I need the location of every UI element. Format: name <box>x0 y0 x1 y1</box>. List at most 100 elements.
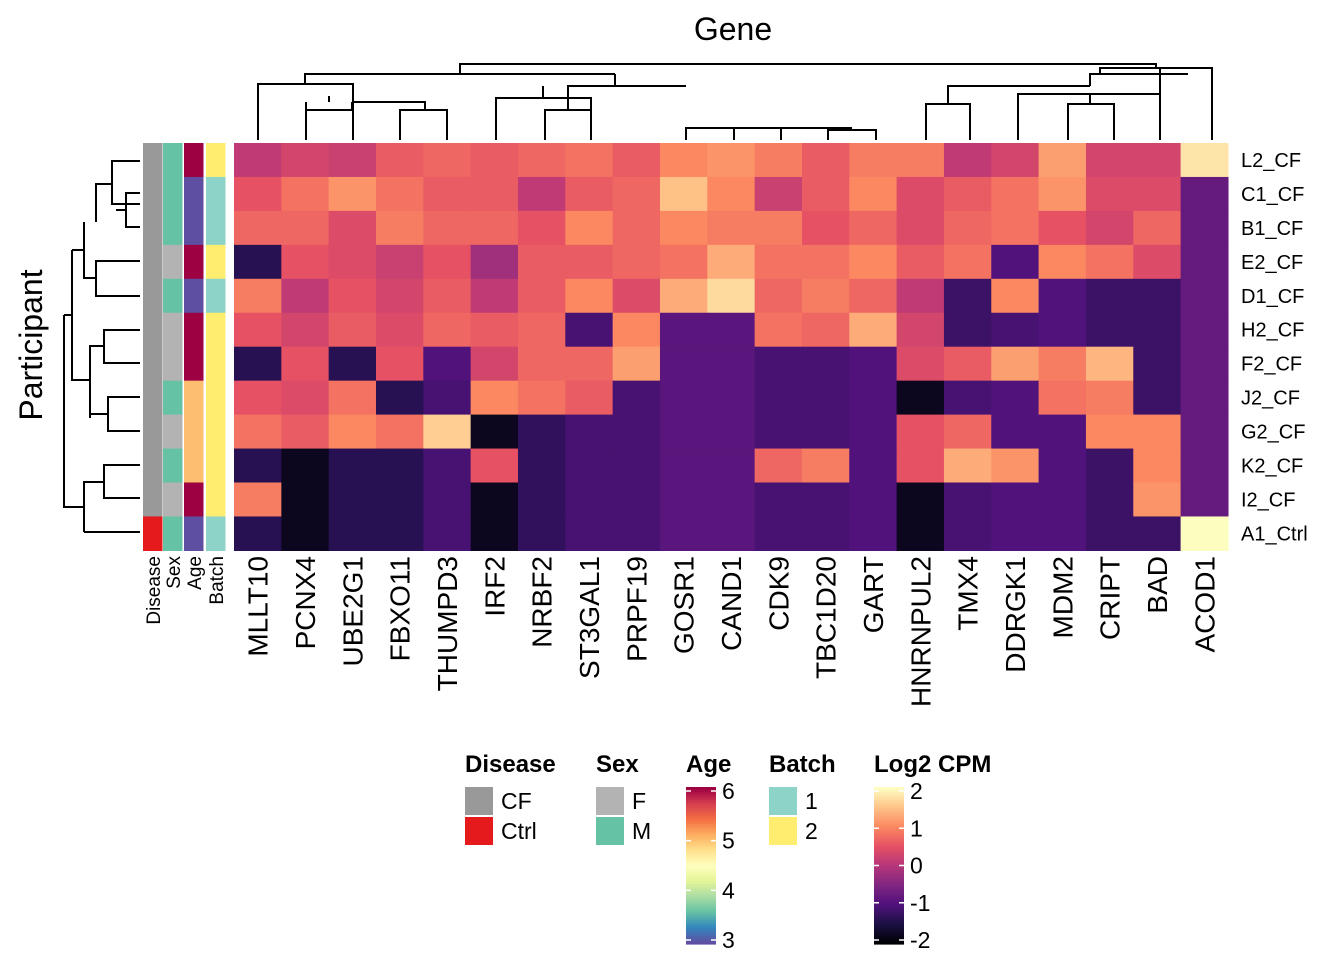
heatmap-cell <box>659 176 708 212</box>
annotation-cell-age <box>184 210 204 246</box>
heatmap-cell <box>612 448 661 484</box>
heatmap-cell <box>565 278 614 314</box>
annotation-cell-disease <box>143 244 163 280</box>
heatmap-cell <box>659 448 708 484</box>
heatmap-cell <box>754 312 803 348</box>
heatmap-cell <box>707 312 756 348</box>
colorbar-segment <box>686 855 716 859</box>
colorbar-segment <box>874 894 904 898</box>
heatmap-cell <box>375 210 424 246</box>
heatmap-cell <box>707 346 756 382</box>
heatmap-cell <box>1085 482 1134 518</box>
heatmap-cell <box>281 244 330 280</box>
heatmap-cell <box>896 414 945 450</box>
colorbar-tick-label: 5 <box>722 828 735 854</box>
colorbar-segment <box>874 828 904 833</box>
colorbar-segment <box>686 805 716 809</box>
annotation-cell-disease <box>143 482 163 518</box>
gene-label: CDK9 <box>763 556 794 631</box>
colorbar-tick-label: -2 <box>910 927 930 953</box>
heatmap-cell <box>707 210 756 246</box>
annotation-cell-batch <box>206 312 226 348</box>
heatmap-cell <box>943 482 992 518</box>
heatmap-cell <box>1038 244 1087 280</box>
colorbar-segment <box>686 899 716 903</box>
annotation-cell-batch <box>206 244 226 280</box>
colorbar-segment <box>874 821 904 825</box>
heatmap-cell <box>517 210 566 246</box>
colorbar-segment <box>686 789 716 793</box>
gene-label: BAD <box>1142 556 1173 614</box>
heatmap-cell <box>896 278 945 314</box>
gene-label: MDM2 <box>1047 556 1078 638</box>
heatmap-cell <box>754 244 803 280</box>
colorbar-tick-label: 2 <box>910 778 923 804</box>
heatmap-cell <box>849 312 898 348</box>
heatmap-cell <box>423 143 472 178</box>
colorbar-tick-label: 0 <box>910 853 923 879</box>
legend-swatch <box>769 817 797 845</box>
gene-label: PRPF19 <box>621 556 652 662</box>
heatmap-cell <box>423 448 472 484</box>
annotation-cell-disease <box>143 346 163 382</box>
heatmap-cell <box>801 176 850 212</box>
heatmap-cell <box>281 482 330 518</box>
heatmap-cell <box>1085 414 1134 450</box>
heatmap-cell <box>707 380 756 416</box>
heatmap-cell <box>470 210 519 246</box>
colorbar-tick-label: 4 <box>722 877 735 903</box>
heatmap-cell <box>281 210 330 246</box>
annotation-cell-age <box>184 448 204 484</box>
heatmap-cell <box>943 414 992 450</box>
heatmap-cell <box>707 516 756 551</box>
heatmap-cell <box>328 380 377 416</box>
annotation-cell-disease <box>143 448 163 484</box>
colorbar-segment <box>686 807 716 812</box>
annotation-cell-batch <box>206 176 226 212</box>
annotation-cell-age <box>184 176 204 212</box>
heatmap-cell <box>281 414 330 450</box>
heatmap-cell <box>896 482 945 518</box>
heatmap-cell <box>234 176 282 212</box>
annotation-cell-sex <box>163 516 183 551</box>
participant-label: F2_CF <box>1241 354 1302 376</box>
heatmap-cell <box>612 176 661 212</box>
colorbar-segment <box>686 828 716 833</box>
annotation-cell-disease <box>143 312 163 348</box>
heatmap-cell <box>659 312 708 348</box>
heatmap-cell <box>707 278 756 314</box>
heatmap-cell <box>517 312 566 348</box>
heatmap-cell <box>423 312 472 348</box>
heatmap-cell <box>470 278 519 314</box>
heatmap-cell <box>849 244 898 280</box>
heatmap-cell <box>991 482 1040 518</box>
colorbar-segment <box>874 917 904 922</box>
annotation-cell-batch <box>206 346 226 382</box>
colorbar-segment <box>686 818 716 822</box>
heatmap-cell <box>1085 380 1134 416</box>
heatmap-cell <box>707 448 756 484</box>
heatmap-cell <box>423 482 472 518</box>
colorbar-segment <box>874 936 904 940</box>
heatmap-cell <box>801 448 850 484</box>
participant-label: A1_Ctrl <box>1241 523 1308 545</box>
heatmap-cell <box>234 312 282 348</box>
annotation-cell-sex <box>163 210 183 246</box>
heatmap-cell <box>423 176 472 212</box>
participant-labels: L2_CF C1_CF B1_CF E2_CF D1_CF H2_CF F2_CF J2_CF… <box>1241 150 1308 545</box>
heatmap-cell <box>1180 210 1229 246</box>
heatmap-cell <box>896 448 945 484</box>
colorbar-segment <box>874 889 904 893</box>
heatmap-cell <box>565 210 614 246</box>
heatmap-cell <box>1180 278 1229 314</box>
heatmap-cell <box>612 380 661 416</box>
heatmap-cell <box>849 414 898 450</box>
heatmap-cell <box>375 143 424 178</box>
heatmap-cell <box>1180 346 1229 382</box>
colorbar-segment <box>686 925 716 929</box>
heatmap-cell <box>281 448 330 484</box>
heatmap-cell <box>234 482 282 518</box>
heatmap-cell <box>896 380 945 416</box>
annotation-cell-batch <box>206 448 226 484</box>
